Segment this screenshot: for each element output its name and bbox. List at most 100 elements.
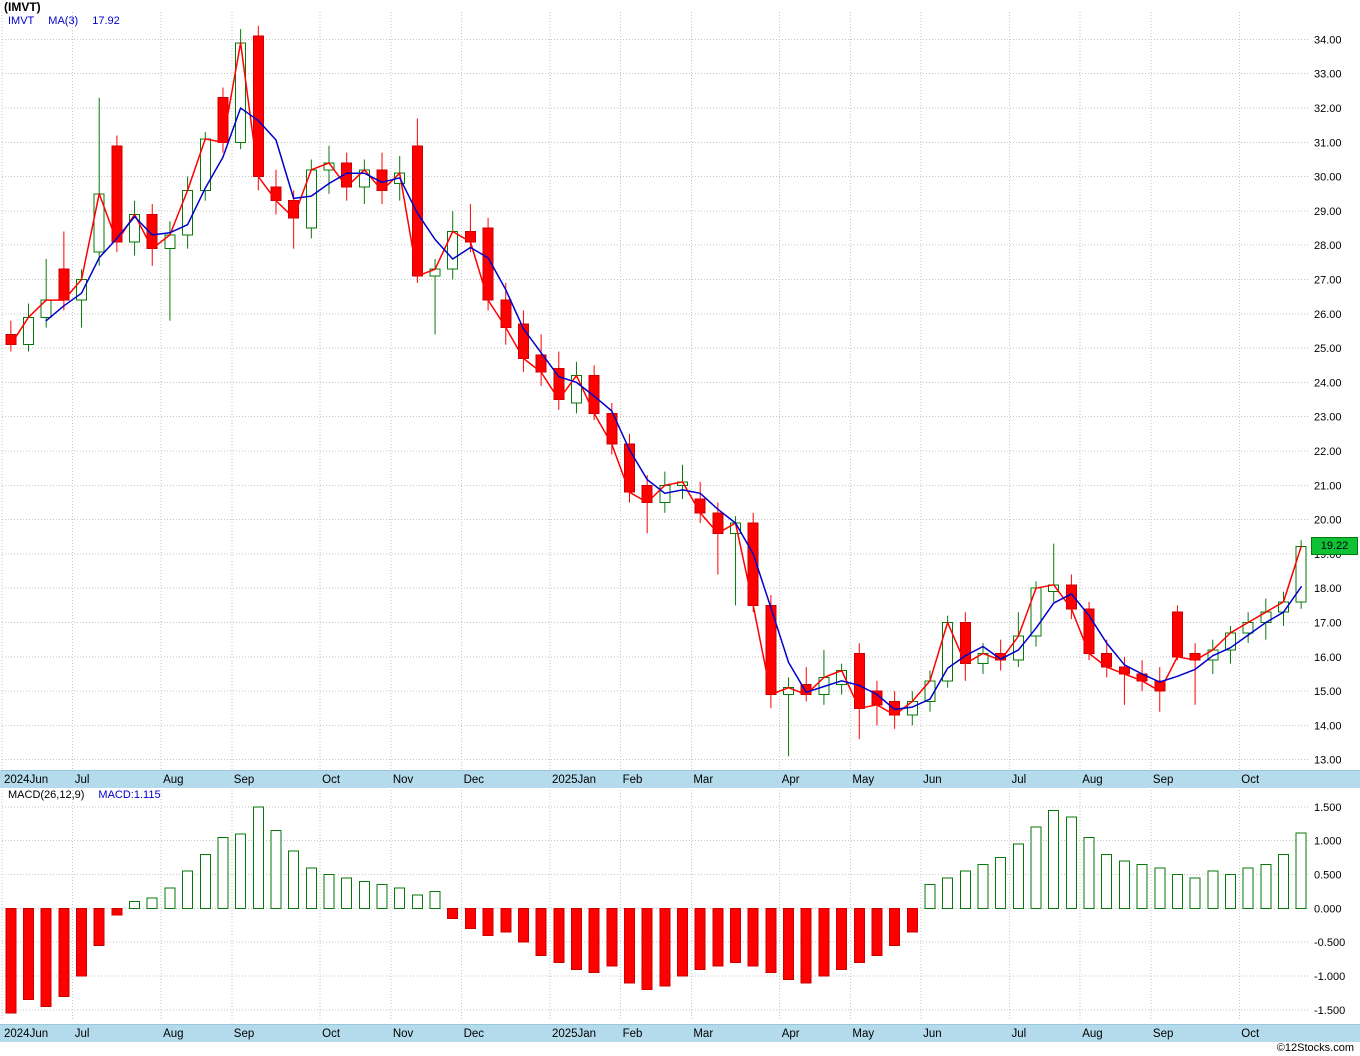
macd-bar-negative [570, 907, 582, 970]
month-label-main: Mar [693, 774, 713, 786]
month-label-macd: Oct [322, 1028, 341, 1040]
price-axis-label: 24.00 [1314, 377, 1342, 389]
macd-bar-positive [959, 870, 971, 909]
macd-bar-negative [818, 907, 830, 977]
month-label-macd: Apr [782, 1028, 800, 1040]
macd-bar-positive [942, 877, 954, 909]
month-label-main: Dec [464, 774, 485, 786]
macd-bar-positive [1295, 832, 1307, 909]
macd-bar-positive [358, 880, 370, 909]
month-label-macd: Jul [1012, 1028, 1027, 1040]
candle-body [111, 145, 123, 243]
price-axis-label: 16.00 [1314, 652, 1342, 664]
macd-axis-label: 0.000 [1314, 903, 1342, 915]
price-axis-label: 22.00 [1314, 446, 1342, 458]
macd-bar-negative [677, 907, 689, 977]
price-axis-label: 18.00 [1314, 583, 1342, 595]
month-label-macd: 2024Jun [4, 1028, 48, 1040]
macd-axis-label: 1.500 [1314, 802, 1342, 814]
month-label-main: Sep [234, 774, 254, 786]
candle-body [623, 443, 635, 493]
candle-body [270, 186, 282, 202]
month-label-main: Sep [1153, 774, 1173, 786]
x-axis-band-main [0, 770, 1360, 788]
macd-bar-positive [270, 830, 282, 909]
macd-bar-positive [1260, 863, 1272, 909]
macd-bar-positive [288, 850, 300, 909]
macd-bar-positive [323, 874, 335, 909]
month-label-macd: Sep [234, 1028, 254, 1040]
month-label-main: Aug [1082, 774, 1102, 786]
macd-bar-negative [447, 907, 459, 920]
macd-bar-positive [411, 894, 423, 909]
price-axis-label: 17.00 [1314, 618, 1342, 630]
month-label-macd: May [852, 1028, 874, 1040]
price-axis-label: 32.00 [1314, 103, 1342, 115]
price-tag: 19.22 [1311, 537, 1358, 555]
month-label-main: Jun [923, 774, 942, 786]
month-label-macd: Jun [923, 1028, 942, 1040]
macd-bar-negative [535, 907, 547, 957]
month-label-main: May [852, 774, 874, 786]
candle-body [182, 189, 194, 236]
macd-bar-positive [995, 857, 1007, 909]
macd-bar-positive [1118, 860, 1130, 909]
macd-value: MACD:1.115 [98, 789, 161, 801]
macd-bar-positive [1154, 867, 1166, 909]
candle-body [500, 299, 512, 329]
macd-axis-label: 0.500 [1314, 870, 1342, 882]
macd-axis-label: -1.500 [1314, 1005, 1345, 1017]
macd-bar-positive [1048, 809, 1060, 909]
candle-body [235, 42, 247, 143]
price-axis-label: 23.00 [1314, 412, 1342, 424]
month-label-main: Nov [393, 774, 414, 786]
macd-bar-positive [977, 863, 989, 909]
macd-bar-negative [889, 907, 901, 947]
macd-bar-positive [1207, 870, 1219, 909]
macd-bar-positive [1101, 853, 1113, 909]
macd-bar-negative [836, 907, 848, 970]
month-label-macd: Nov [393, 1028, 414, 1040]
macd-bar-negative [588, 907, 600, 974]
ma-legend: IMVT MA(3) 17.92 [8, 15, 120, 27]
month-label-main: Feb [623, 774, 643, 786]
month-label-macd: Feb [623, 1028, 643, 1040]
macd-bar-positive [1224, 874, 1236, 909]
macd-bar-positive [1030, 826, 1042, 909]
macd-bar-positive [1189, 877, 1201, 909]
macd-bar-negative [517, 907, 529, 943]
macd-bar-positive [146, 897, 158, 909]
month-label-main: 2025Jan [552, 774, 596, 786]
macd-bar-positive [341, 877, 353, 909]
macd-bar-negative [694, 907, 706, 970]
macd-bar-negative [730, 907, 742, 963]
month-label-macd: Aug [163, 1028, 183, 1040]
macd-bar-negative [747, 907, 759, 967]
symbol-label: IMVT [8, 15, 35, 27]
macd-bar-negative [553, 907, 565, 963]
price-axis-label: 28.00 [1314, 240, 1342, 252]
month-label-main: Jul [75, 774, 90, 786]
macd-bar-positive [1083, 836, 1095, 909]
macd-bar-positive [376, 884, 388, 909]
month-label-main: Aug [163, 774, 183, 786]
watermark-link[interactable]: ©12Stocks.com [1276, 1042, 1354, 1054]
macd-bar-negative [765, 907, 777, 974]
macd-bar-positive [1065, 816, 1077, 909]
macd-bar-negative [482, 907, 494, 936]
macd-bar-negative [76, 907, 88, 977]
chart-title: (IMVT) [4, 0, 41, 14]
macd-bar-negative [659, 907, 671, 987]
price-axis-label: 27.00 [1314, 275, 1342, 287]
ma3-line [45, 107, 1302, 711]
month-label-macd: 2025Jan [552, 1028, 596, 1040]
price-axis-label: 20.00 [1314, 515, 1342, 527]
macd-bar-positive [217, 836, 229, 909]
macd-bar-negative [93, 907, 105, 947]
price-axis-label: 34.00 [1314, 34, 1342, 46]
price-axis-label: 31.00 [1314, 137, 1342, 149]
macd-axis-label: -1.000 [1314, 971, 1345, 983]
macd-bar-negative [606, 907, 618, 967]
month-label-main: Jul [1012, 774, 1027, 786]
macd-bar-positive [235, 833, 247, 909]
